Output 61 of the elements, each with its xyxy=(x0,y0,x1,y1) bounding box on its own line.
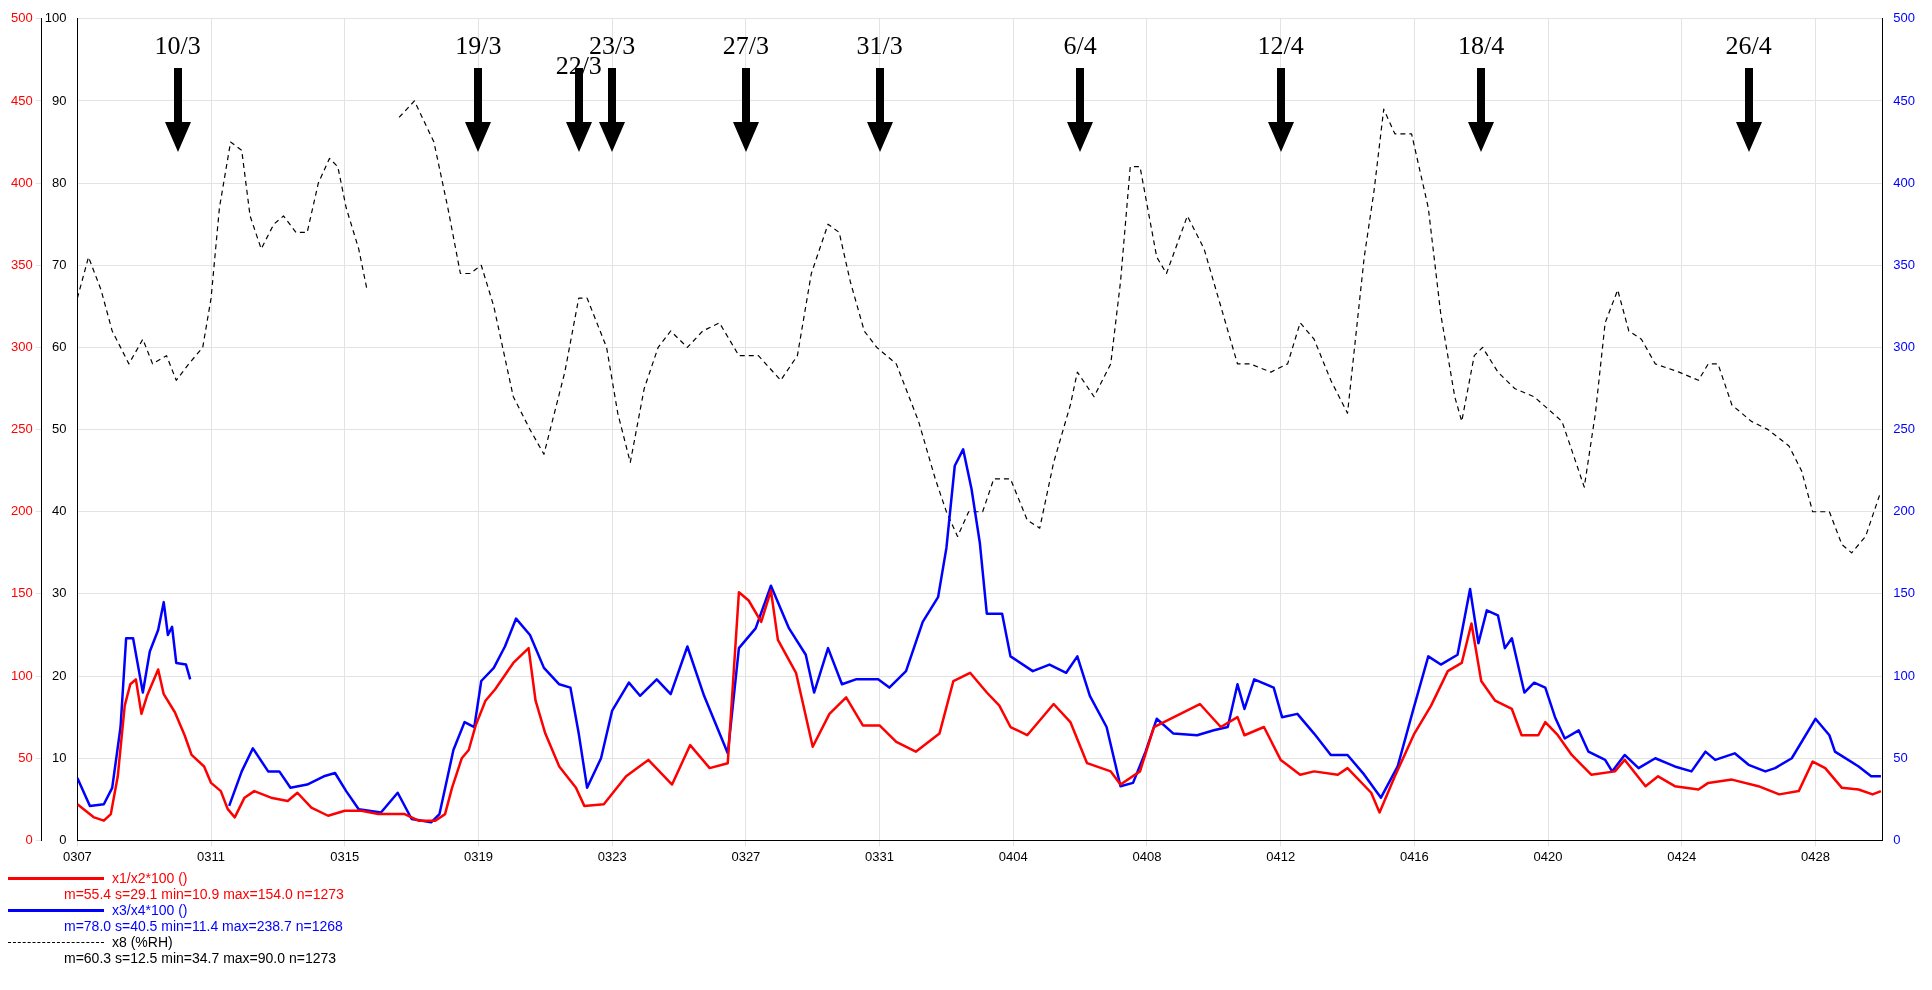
annotation: 18/4 xyxy=(1458,30,1505,60)
annotation: 6/4 xyxy=(1063,30,1097,60)
x-tick-label: 0307 xyxy=(62,848,92,864)
y-tick-label: 50 xyxy=(18,749,33,765)
y3-tick-label: 100 xyxy=(44,10,67,26)
y2-tick-label: 450 xyxy=(1893,92,1916,108)
x-tick-label: 0327 xyxy=(731,848,761,864)
y-tick-label: 0 xyxy=(25,831,33,847)
text: x1/x2*100 () xyxy=(112,870,188,886)
y-tick-label: 250 xyxy=(10,421,33,437)
y3-tick-label: 90 xyxy=(51,92,67,108)
y3-tick-label: 40 xyxy=(51,503,67,519)
text: x3/x4*100 () xyxy=(112,902,188,918)
y3-tick-label: 10 xyxy=(51,749,67,765)
annotation: 26/4 xyxy=(1725,30,1772,60)
y3-tick-label: 60 xyxy=(51,339,67,355)
y3-tick-label: 50 xyxy=(51,421,67,437)
x-tick-label: 0412 xyxy=(1266,848,1296,864)
y2-tick-label: 100 xyxy=(1893,667,1916,683)
x-tick-label: 0331 xyxy=(865,848,895,864)
x-tick-label: 0420 xyxy=(1533,848,1563,864)
y3-tick-label: 20 xyxy=(51,667,67,683)
annotation: 12/4 xyxy=(1257,30,1304,60)
x-tick-label: 0416 xyxy=(1399,848,1429,864)
y2-tick-label: 200 xyxy=(1893,503,1916,519)
y-tick-label: 500 xyxy=(10,10,33,26)
y2-tick-label: 0 xyxy=(1893,831,1901,847)
annotation: 19/3 xyxy=(455,30,502,60)
y2-tick-label: 500 xyxy=(1893,10,1916,26)
x-tick-label: 0315 xyxy=(330,848,360,864)
y2-tick-label: 350 xyxy=(1893,256,1916,272)
y2-tick-label: 150 xyxy=(1893,585,1916,601)
text: m=78.0 s=40.5 min=11.4 max=238.7 n=1268 xyxy=(63,918,343,934)
x-tick-label: 0323 xyxy=(597,848,627,864)
y2-tick-label: 50 xyxy=(1893,749,1908,765)
y2-tick-label: 300 xyxy=(1893,339,1916,355)
y3-tick-label: 70 xyxy=(51,256,67,272)
x-tick-label: 0311 xyxy=(197,848,226,864)
annotation: 10/3 xyxy=(154,30,201,60)
y2-tick-label: 400 xyxy=(1893,174,1916,190)
y-tick-label: 100 xyxy=(10,667,33,683)
y-tick-label: 400 xyxy=(10,174,33,190)
x-tick-label: 0428 xyxy=(1801,848,1830,864)
x-tick-label: 0408 xyxy=(1132,848,1162,864)
text: x8 (%RH) xyxy=(112,934,173,950)
annotation: 31/3 xyxy=(856,30,903,60)
y-tick-label: 350 xyxy=(10,256,33,272)
y3-tick-label: 30 xyxy=(51,585,67,601)
x-tick-label: 0319 xyxy=(464,848,493,864)
text: m=60.3 s=12.5 min=34.7 max=90.0 n=1273 xyxy=(63,950,337,966)
y2-tick-label: 250 xyxy=(1893,421,1916,437)
y3-tick-label: 80 xyxy=(51,174,67,190)
y-tick-label: 150 xyxy=(10,585,33,601)
y-tick-label: 450 xyxy=(10,92,33,108)
y-tick-label: 300 xyxy=(10,339,33,355)
annotation: 27/3 xyxy=(722,30,769,60)
x-tick-label: 0424 xyxy=(1667,848,1697,864)
y3-tick-label: 0 xyxy=(59,831,67,847)
text: m=55.4 s=29.1 min=10.9 max=154.0 n=1273 xyxy=(63,886,344,902)
x-tick-label: 0404 xyxy=(998,848,1028,864)
y-tick-label: 200 xyxy=(10,503,33,519)
